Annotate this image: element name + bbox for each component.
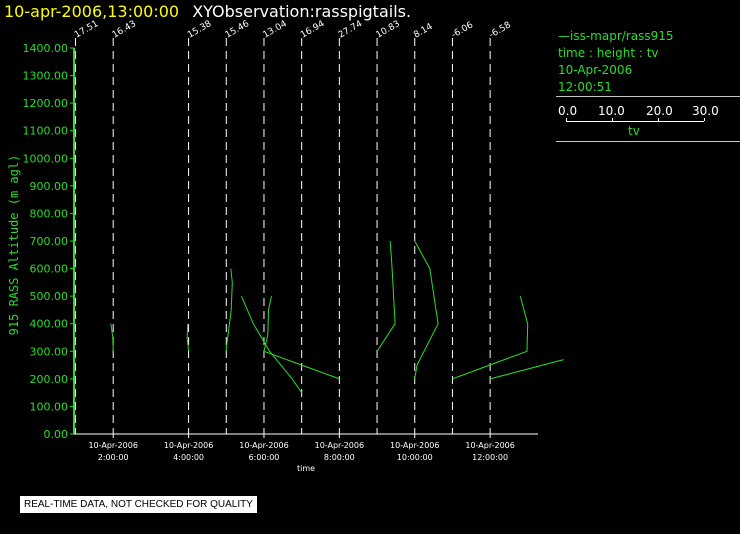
y-tick-label: 200.00	[30, 373, 69, 386]
profile-tv-label: 13.04	[261, 19, 289, 41]
profile-trace	[452, 295, 529, 380]
y-tick-label: 1200.00	[23, 97, 69, 110]
chart-title: XYObservation:rasspigtails.	[192, 2, 412, 21]
profile-trace	[263, 295, 272, 352]
legend-date: 10-Apr-2006	[558, 63, 633, 77]
profile-trace	[225, 268, 233, 352]
y-tick-label: 1000.00	[23, 152, 69, 165]
profile-tv-label: -6.58	[488, 20, 513, 40]
profile-tv-label: 15.38	[186, 19, 214, 41]
scale-tick	[704, 118, 705, 121]
profile-tv-label: 8.14	[412, 22, 435, 41]
profile-tv-label: 17.51	[73, 19, 100, 41]
y-axis-label: 915 RASS Altitude (m agl)	[7, 155, 21, 336]
x-axis: 10-Apr-2006 2:00:00 10-Apr-2006 4:00:00 10-A…	[74, 433, 538, 462]
y-tick-label: 700.00	[30, 235, 69, 248]
scale-tick	[658, 118, 659, 121]
profile-tv-label: -6.06	[450, 20, 475, 40]
x-tick-date-label: 10-Apr-2006	[390, 441, 439, 450]
y-tick-label: 0.00	[44, 428, 69, 441]
y-tick-label: 1300.00	[23, 70, 69, 83]
profile-traces	[110, 240, 564, 393]
profile-trace	[186, 323, 190, 352]
profile-reference-lines: 17.51 16.43 15.38 15.46 13.04 16.94 27.74 10.83…	[73, 19, 513, 434]
profile-trace	[376, 240, 396, 352]
x-tick-date-label: 10-Apr-2006	[164, 441, 213, 450]
y-tick-label: 400.00	[30, 318, 69, 331]
x-tick-date-label: 10-Apr-2006	[315, 441, 364, 450]
profile-tv-label: 10.83	[375, 19, 402, 41]
profile-tv-label: 16.43	[111, 19, 138, 41]
profile-tv-label: 15.46	[224, 19, 252, 41]
y-tick-label: 500.00	[30, 290, 69, 303]
profile-tv-label: 27.74	[337, 19, 365, 41]
quality-disclaimer: REAL-TIME DATA, NOT CHECKED FOR QUALITY	[20, 496, 257, 513]
legend-series: —iss-mapr/rass915	[558, 29, 674, 43]
scale-tick-label: 0.0	[558, 104, 578, 118]
scale-line	[566, 121, 704, 122]
scale-tick	[566, 118, 567, 121]
y-axis: 0.00 100.00 200.00 300.00 400.00 500.00 600.00…	[23, 42, 75, 441]
y-tick-label: 900.00	[30, 180, 69, 193]
scale-tick-label: 30.0	[692, 104, 719, 118]
profile-trace	[110, 323, 114, 352]
x-axis-label: time	[297, 464, 315, 473]
profile-tv-label: 16.94	[299, 19, 327, 41]
legend: —iss-mapr/rass915 time : height : tv 10-…	[556, 28, 740, 142]
scale-tick-label: 20.0	[646, 104, 673, 118]
y-tick-label: 100.00	[30, 400, 69, 413]
legend-divider-top	[556, 96, 740, 97]
profile-trace	[414, 240, 439, 379]
legend-variables: time : height : tv	[558, 46, 659, 60]
scale-tick-label: 10.0	[598, 104, 625, 118]
x-tick-time-label: 10:00:00	[397, 453, 433, 462]
x-tick-time-label: 12:00:00	[472, 453, 508, 462]
y-tick-label: 300.00	[30, 345, 69, 358]
x-tick-date-label: 10-Apr-2006	[465, 441, 514, 450]
y-tick-label: 600.00	[30, 263, 69, 276]
legend-divider-bottom	[556, 141, 740, 142]
profile-trace	[240, 295, 303, 393]
x-tick-time-label: 4:00:00	[173, 453, 204, 462]
chart-title-bar: 10-apr-2006,13:00:00 XYObservation:rassp…	[4, 2, 411, 24]
title-datetime: 10-apr-2006,13:00:00	[4, 2, 180, 21]
y-tick-label: 800.00	[30, 207, 69, 220]
x-tick-date-label: 10-Apr-2006	[239, 441, 288, 450]
legend-time: 12:00:51	[558, 80, 612, 94]
y-tick-label: 1100.00	[23, 125, 69, 138]
x-tick-date-label: 10-Apr-2006	[88, 441, 137, 450]
scale-tick	[612, 118, 613, 121]
legend-tv-scale: 0.0 10.0 20.0 30.0 tv	[556, 97, 740, 141]
y-tick-label: 1400.00	[23, 42, 69, 55]
profile-trace	[263, 350, 340, 380]
scale-name: tv	[628, 124, 640, 138]
x-tick-time-label: 8:00:00	[324, 453, 355, 462]
x-tick-time-label: 2:00:00	[98, 453, 129, 462]
x-tick-time-label: 6:00:00	[249, 453, 280, 462]
profile-trace	[489, 359, 564, 380]
